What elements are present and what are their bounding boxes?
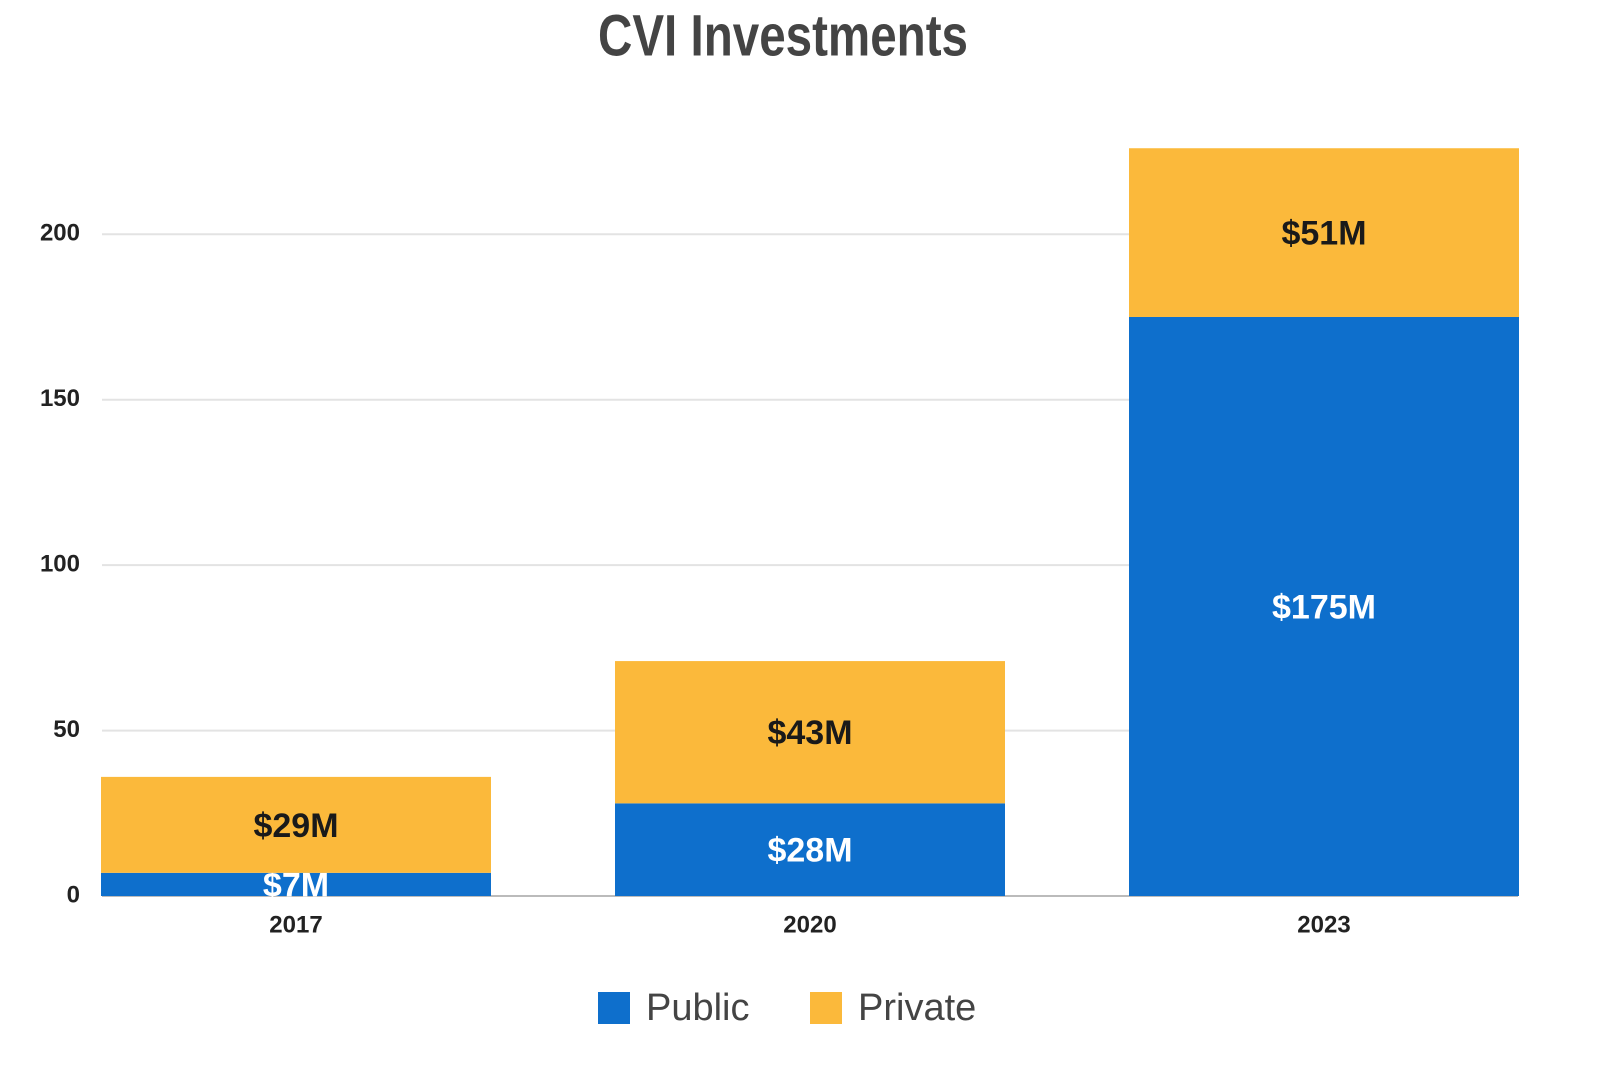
x-tick-label: 2020 [783,911,836,938]
bar-segment [101,776,491,873]
legend-swatch [598,992,630,1024]
chart-title: CVI Investments [598,3,968,68]
data-label: $28M [767,832,852,870]
x-tick-label: 2023 [1297,911,1350,938]
bar-segment [1129,148,1519,317]
y-tick-label: 50 [53,716,80,743]
y-tick-label: 0 [67,881,80,908]
bar-segment [101,872,491,896]
data-label: $51M [1281,215,1366,253]
bar-segment [615,803,1005,896]
legend-label: Private [858,987,976,1029]
y-tick-label: 200 [40,220,80,247]
data-label: $43M [767,714,852,752]
legend-swatch [810,992,842,1024]
legend-label: Public [646,987,750,1029]
x-tick-label: 2017 [269,911,322,938]
bar-segment [1129,316,1519,896]
bar-segment [615,661,1005,804]
y-tick-label: 150 [40,385,80,412]
y-tick-label: 100 [40,550,80,577]
data-label: $175M [1272,588,1376,626]
data-label: $29M [253,807,338,845]
